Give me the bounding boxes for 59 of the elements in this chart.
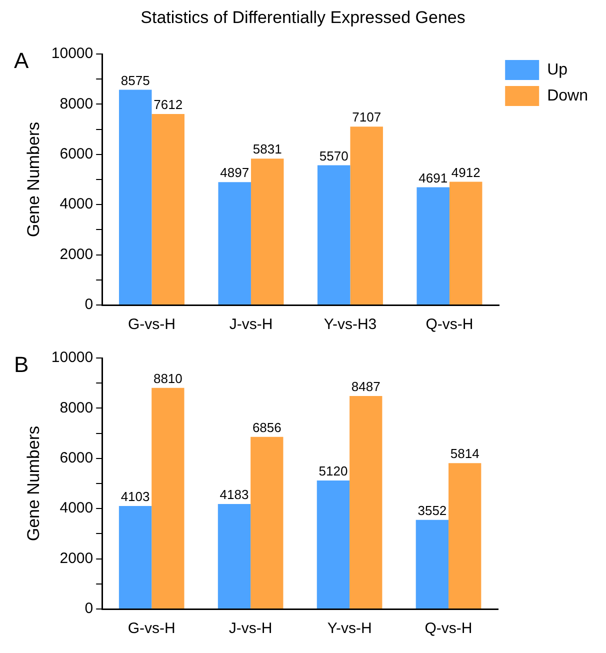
y-tick-label: 2000 [60,550,94,567]
text: B [14,352,29,378]
data-label: 5120 [318,464,348,479]
data-label: 5831 [252,142,282,157]
bar [350,396,382,608]
x-tick-label: Q-vs-H [424,620,472,638]
bar [218,182,251,304]
text: A [14,48,29,74]
bar [416,187,450,304]
data-label: 8575 [120,72,150,88]
y-axis-title: Gene Numbers [24,122,43,238]
bar [152,114,184,304]
x-tick-label: J-vs-H [229,316,273,334]
data-label: 4897 [220,165,250,180]
data-label: 7107 [352,110,382,125]
data-label: 4183 [220,487,249,502]
legend-label: Down [547,87,588,104]
y-tick-label: 8000 [60,399,94,416]
data-label: 5570 [319,148,348,164]
bar [317,165,350,304]
data-label: 8487 [351,379,380,394]
x-tick-label: Y-vs-H3 [324,316,377,334]
y-tick-label: 6000 [60,146,94,163]
x-tick-label: J-vs-H [228,620,272,638]
x-tick-label: G-vs-H [128,620,176,638]
y-tick-label: 0 [84,600,94,618]
bar [316,480,350,608]
x-tick-label: Y-vs-H [327,620,372,638]
data-label: 4103 [120,489,150,504]
data-label: 8810 [153,370,182,386]
y-tick-label: 8000 [60,95,94,112]
x-tick-label: Q-vs-H [426,316,474,334]
y-tick-label: 10000 [51,45,94,62]
chart-title: Statistics of Differentially Expressed Genes [140,8,466,28]
y-tick-label: 4000 [60,196,94,213]
data-label: 3552 [418,502,447,518]
bar [250,158,284,304]
x-tick-label: G-vs-H [128,316,176,334]
y-tick-label: 10000 [51,349,94,366]
y-tick-label: 4000 [60,500,94,517]
bar [218,504,251,608]
y-tick-label: 0 [84,296,94,314]
bar [152,388,184,608]
bar [118,506,152,608]
y-tick-label: 2000 [60,246,94,263]
legend-label: Up [547,61,568,78]
y-tick-label: 6000 [60,450,94,467]
data-label: 4691 [418,170,448,186]
bar [350,126,383,304]
bar [449,182,482,304]
bar [118,90,152,304]
data-label: 7612 [154,97,183,112]
data-label: 4912 [451,164,480,180]
bar [416,520,449,608]
data-label: 5814 [450,446,480,462]
data-label: 6856 [252,420,282,435]
bar [250,436,284,608]
bar [448,463,482,608]
y-axis-title: Gene Numbers [24,426,43,542]
